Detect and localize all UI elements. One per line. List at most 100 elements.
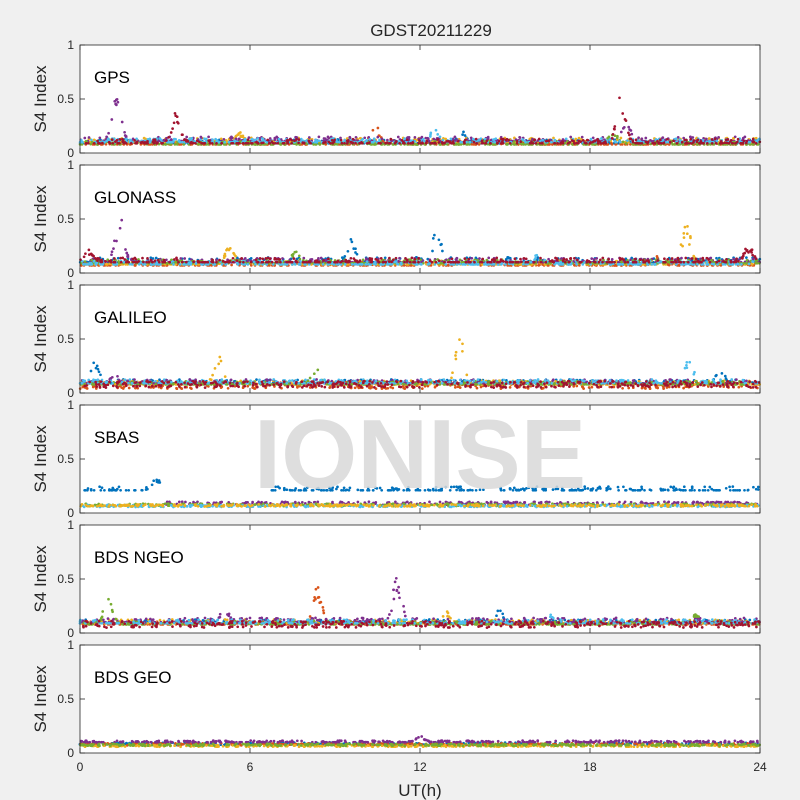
data-point xyxy=(621,112,625,115)
data-point xyxy=(174,114,178,118)
data-point xyxy=(301,141,305,144)
data-point xyxy=(94,262,98,266)
data-point xyxy=(613,125,617,128)
data-point xyxy=(124,248,127,251)
data-point xyxy=(673,143,676,146)
data-point xyxy=(215,258,218,262)
data-point xyxy=(133,138,136,142)
data-point xyxy=(111,141,115,145)
data-point xyxy=(463,141,466,145)
data-point xyxy=(463,138,467,142)
data-point xyxy=(436,138,440,141)
data-point xyxy=(710,141,714,145)
data-point xyxy=(215,141,218,145)
data-point xyxy=(535,253,539,257)
data-point xyxy=(361,258,365,262)
data-point xyxy=(462,130,465,134)
data-point xyxy=(541,138,545,142)
data-point xyxy=(406,141,410,145)
data-point xyxy=(437,141,441,144)
data-point xyxy=(153,138,157,141)
data-point xyxy=(736,137,740,141)
data-point xyxy=(372,137,376,141)
data-point xyxy=(343,141,346,145)
data-point xyxy=(104,263,108,266)
data-point xyxy=(585,138,589,142)
data-point xyxy=(634,138,638,142)
data-point xyxy=(92,260,96,263)
data-point xyxy=(125,137,128,141)
data-point xyxy=(712,263,716,266)
data-point xyxy=(243,257,247,260)
data-point xyxy=(169,131,173,134)
data-point xyxy=(302,256,306,260)
data-point xyxy=(298,263,302,266)
data-point xyxy=(688,243,691,246)
data-point xyxy=(179,257,183,260)
data-point xyxy=(626,139,629,142)
data-point xyxy=(622,125,626,129)
data-point xyxy=(260,137,264,140)
data-point xyxy=(611,133,615,136)
data-point xyxy=(172,121,176,125)
data-point xyxy=(686,141,690,145)
data-point xyxy=(274,141,277,145)
data-point xyxy=(346,249,350,253)
data-point xyxy=(701,263,705,266)
data-point xyxy=(627,131,630,135)
data-point xyxy=(347,138,350,142)
data-point xyxy=(653,263,657,266)
data-point xyxy=(425,139,429,143)
data-point xyxy=(176,120,179,124)
data-point xyxy=(361,141,364,145)
data-point xyxy=(256,141,259,145)
data-point xyxy=(96,139,99,143)
data-point xyxy=(183,257,187,260)
data-point xyxy=(743,135,747,139)
data-point xyxy=(367,263,370,266)
data-point xyxy=(751,260,755,264)
data-point xyxy=(610,257,614,261)
data-point xyxy=(172,263,175,266)
data-point xyxy=(340,141,344,145)
data-point xyxy=(683,138,687,142)
data-point xyxy=(295,137,298,141)
data-point xyxy=(721,263,725,266)
data-point xyxy=(383,256,387,260)
data-point xyxy=(246,138,250,142)
data-point xyxy=(368,141,371,145)
data-point xyxy=(215,139,219,142)
data-point xyxy=(290,141,294,145)
data-point xyxy=(745,259,749,262)
data-point xyxy=(659,260,663,263)
data-point xyxy=(185,135,189,139)
data-point xyxy=(433,141,437,145)
data-point xyxy=(389,137,393,141)
data-point xyxy=(207,139,211,143)
data-point xyxy=(350,240,354,244)
data-point xyxy=(116,256,120,260)
data-point xyxy=(244,141,248,145)
data-point xyxy=(247,141,250,145)
data-point xyxy=(599,141,603,145)
data-point xyxy=(724,138,728,142)
data-point xyxy=(388,141,392,145)
data-point xyxy=(637,263,641,266)
data-point xyxy=(533,138,537,142)
data-point xyxy=(637,136,640,140)
figure-title: GDST20211229 xyxy=(370,21,492,40)
data-point xyxy=(266,138,270,142)
data-point xyxy=(256,137,260,140)
data-point xyxy=(714,141,718,145)
data-point xyxy=(317,142,321,146)
data-point xyxy=(273,138,277,142)
data-point xyxy=(556,261,560,265)
data-point xyxy=(471,137,475,141)
data-point xyxy=(550,140,553,144)
data-point xyxy=(755,139,759,143)
data-point xyxy=(492,263,496,266)
data-point xyxy=(398,141,401,145)
data-point xyxy=(493,140,496,144)
data-point xyxy=(297,138,301,141)
